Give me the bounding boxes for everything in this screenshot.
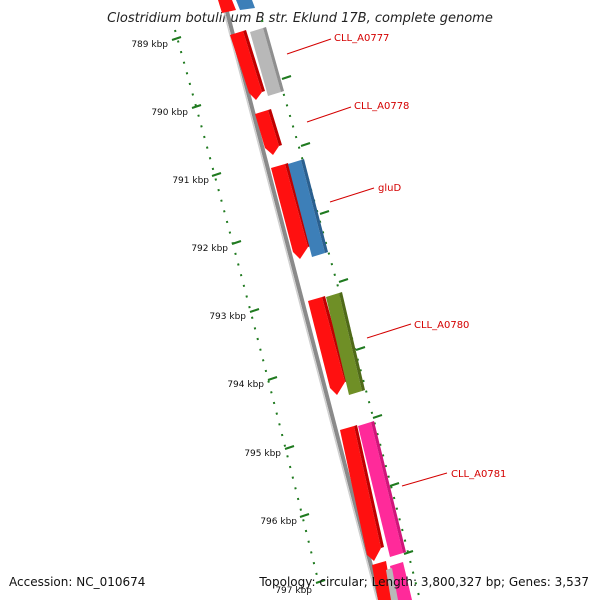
- tick-mark: [191, 104, 202, 109]
- tick-label: 796 kbp: [260, 517, 297, 527]
- cds-feature[interactable]: [218, 0, 236, 13]
- gene-label[interactable]: CLL_A0777: [334, 33, 389, 44]
- pink-feature-shade: [371, 421, 406, 553]
- trna-feature[interactable]: [288, 160, 325, 257]
- gene-label[interactable]: CLL_A0778: [354, 101, 409, 112]
- cds-feature-shade: [354, 425, 384, 548]
- grey-feature-shade: [263, 27, 284, 92]
- cds-feature[interactable]: [230, 31, 262, 100]
- cds-feature-shade: [268, 109, 282, 146]
- tick-mark: [249, 308, 260, 313]
- green-feature[interactable]: [326, 293, 362, 395]
- tick-mark: [315, 579, 326, 584]
- tick-label: 791 kbp: [172, 176, 209, 186]
- accession-text: Accession: NC_010674: [9, 575, 145, 589]
- pink-feature[interactable]: [358, 422, 403, 557]
- feature-ticks: [281, 75, 414, 555]
- cds-feature[interactable]: [271, 164, 308, 259]
- map-title: Clostridium botulinum B str. Eklund 17B,…: [107, 11, 493, 26]
- tick-label: 797 kbp: [275, 586, 312, 596]
- green-feature-shade: [339, 292, 365, 391]
- tick-label: 793 kbp: [209, 312, 246, 322]
- tick-label: 792 kbp: [191, 244, 228, 254]
- gene-label[interactable]: gluD: [378, 183, 401, 194]
- gene-label[interactable]: CLL_A0781: [451, 469, 506, 480]
- gene-label[interactable]: CLL_A0780: [414, 320, 469, 331]
- topology-text: Topology: circular; Length: 3,800,327 bp…: [258, 575, 589, 589]
- tick-label: 789 kbp: [131, 40, 168, 50]
- grey-feature[interactable]: [386, 568, 398, 600]
- cds-feature[interactable]: [255, 110, 279, 155]
- cds-feature-shade: [243, 30, 265, 92]
- gene-features: [218, 0, 412, 600]
- tick-label: 794 kbp: [227, 380, 264, 390]
- kbp-ruler-dots: [174, 29, 319, 581]
- tick-mark: [231, 240, 242, 245]
- tick-label: 795 kbp: [244, 449, 281, 459]
- trna-feature-shade: [301, 159, 328, 253]
- tick-mark: [171, 36, 182, 41]
- kbp-ticks: 789 kbp 790 kbp 791 kbp 792 kbp 793 kbp …: [131, 36, 326, 596]
- grey-feature[interactable]: [250, 28, 281, 96]
- tick-mark: [284, 445, 295, 450]
- gene-label-leaders: [286, 38, 448, 487]
- cds-feature[interactable]: [308, 297, 345, 395]
- cds-feature[interactable]: [340, 426, 381, 561]
- genome-backbone-highlight: [220, 0, 378, 600]
- genome-backbone: [222, 0, 382, 600]
- tick-mark: [299, 513, 310, 518]
- tick-mark: [267, 376, 278, 381]
- trna-feature[interactable]: [236, 0, 255, 10]
- tick-mark: [211, 172, 222, 177]
- tick-label: 790 kbp: [151, 108, 188, 118]
